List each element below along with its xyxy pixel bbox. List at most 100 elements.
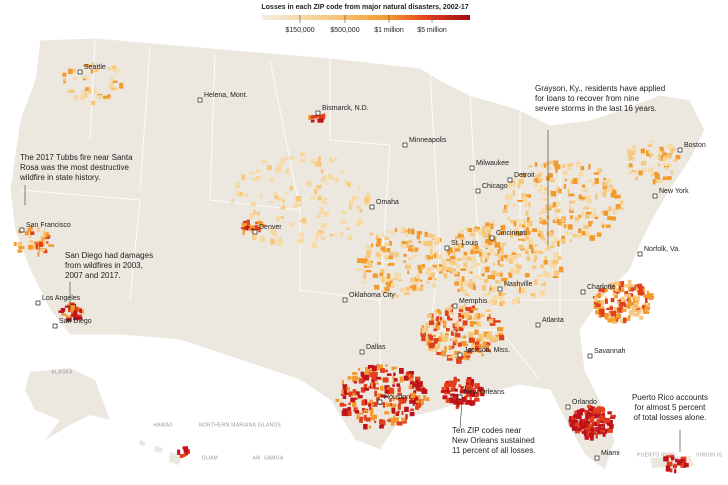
damage-zip	[447, 318, 453, 321]
damage-zip	[652, 179, 656, 185]
damage-zip	[615, 204, 621, 210]
damage-zip	[515, 282, 519, 286]
damage-zip	[424, 397, 430, 401]
damage-zip	[341, 379, 344, 385]
damage-zip	[343, 403, 347, 407]
damage-zip	[525, 210, 529, 216]
damage-zip	[498, 255, 501, 259]
damage-zip	[638, 170, 643, 176]
damage-zip	[470, 401, 474, 407]
damage-zip	[365, 417, 371, 422]
damage-areas	[13, 62, 689, 474]
damage-zip	[437, 326, 440, 330]
damage-zip	[459, 287, 464, 292]
damage-zip	[404, 406, 409, 413]
damage-zip	[33, 243, 37, 250]
damage-zip	[569, 424, 572, 428]
damage-zip	[244, 226, 250, 229]
damage-zip	[549, 246, 555, 249]
damage-zip	[368, 407, 372, 411]
damage-zip	[485, 348, 488, 351]
damage-zip	[249, 225, 255, 229]
damage-zip	[503, 204, 507, 211]
damage-zip	[486, 333, 492, 340]
damage-zip	[544, 198, 550, 201]
damage-zip	[532, 228, 538, 233]
damage-zip	[476, 338, 481, 342]
damage-zip	[673, 463, 677, 468]
damage-zip	[644, 297, 648, 304]
damage-zip	[634, 301, 639, 306]
damage-zip	[415, 395, 421, 400]
damage-zip	[509, 254, 513, 257]
damage-zip	[583, 420, 587, 424]
damage-zip	[600, 221, 604, 225]
damage-zip	[398, 386, 401, 393]
damage-zip	[408, 384, 412, 390]
damage-zip	[489, 287, 492, 291]
damage-zip	[628, 311, 632, 317]
damage-zip	[574, 419, 577, 423]
damage-zip	[36, 244, 41, 250]
city-marker	[535, 322, 541, 328]
damage-zip	[604, 188, 608, 193]
damage-zip	[642, 308, 646, 311]
damage-zip	[250, 228, 254, 231]
damage-zip	[562, 170, 568, 176]
damage-zip	[412, 247, 419, 252]
damage-zip	[469, 391, 475, 398]
damage-zip	[636, 312, 640, 317]
damage-zip	[549, 179, 555, 183]
damage-zip	[526, 256, 531, 262]
damage-zip	[497, 248, 501, 255]
city-label: Norfolk, Va.	[644, 246, 680, 253]
damage-zip	[409, 285, 416, 289]
damage-zip	[519, 289, 523, 294]
damage-zip	[548, 174, 553, 178]
damage-zip	[466, 381, 469, 385]
damage-zip	[392, 376, 395, 381]
damage-zip	[472, 341, 476, 346]
damage-zip	[320, 222, 324, 228]
damage-zip	[636, 309, 641, 315]
damage-zip	[312, 245, 318, 249]
damage-zip	[413, 277, 420, 282]
damage-zip	[540, 233, 544, 240]
annotation-line: wildfire in state history.	[19, 173, 100, 182]
damage-zip	[392, 403, 397, 408]
damage-zip	[606, 307, 610, 311]
damage-zip	[411, 385, 415, 389]
damage-zip	[632, 295, 637, 300]
damage-zip	[370, 369, 375, 374]
damage-zip	[446, 385, 450, 392]
damage-zip	[380, 250, 384, 256]
damage-zip	[380, 268, 385, 275]
damage-zip	[648, 150, 651, 154]
damage-zip	[517, 238, 522, 241]
damage-zip	[439, 316, 442, 321]
damage-zip	[545, 271, 551, 278]
damage-zip	[510, 219, 514, 224]
damage-zip	[382, 377, 389, 383]
damage-zip	[377, 393, 383, 398]
damage-zip	[642, 288, 645, 293]
damage-zip	[555, 167, 558, 173]
damage-zip	[424, 231, 428, 238]
damage-zip	[554, 208, 561, 213]
damage-zip	[370, 382, 374, 388]
city-marker	[457, 394, 463, 400]
damage-zip	[380, 246, 386, 253]
damage-zip	[350, 393, 357, 397]
damage-zip	[444, 391, 450, 395]
damage-zip	[38, 241, 44, 247]
damage-zip	[627, 315, 631, 321]
damage-zip	[363, 281, 367, 284]
damage-zip	[434, 251, 439, 257]
damage-zip	[463, 251, 468, 256]
region-label: AM. SAMOA	[252, 455, 283, 461]
damage-zip	[435, 322, 439, 328]
damage-zip	[554, 164, 561, 170]
damage-zip	[402, 287, 406, 291]
damage-zip	[614, 307, 618, 312]
damage-zip	[468, 338, 473, 343]
